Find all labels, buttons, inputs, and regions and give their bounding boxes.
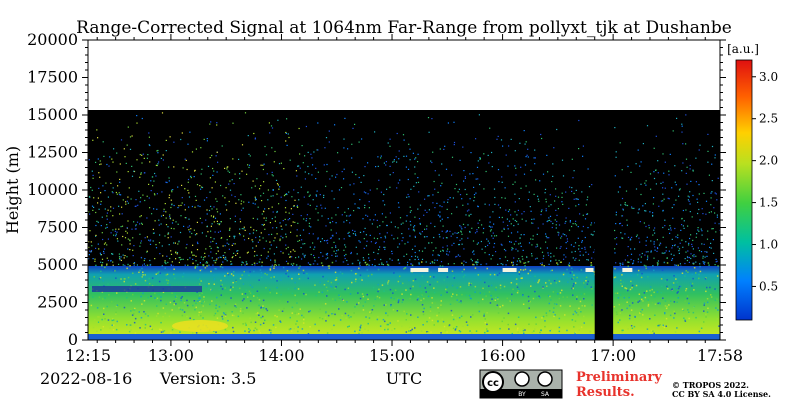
- x-tick-label: 17:58: [697, 346, 743, 365]
- data-gap: [594, 110, 614, 340]
- colorbar-tick-label: 0.5: [759, 279, 778, 293]
- badge-by: BY: [518, 391, 526, 398]
- chart-title: Range-Corrected Signal at 1064nm Far-Ran…: [76, 18, 732, 38]
- copyright-line2: CC BY SA 4.0 License.: [672, 389, 771, 399]
- y-tick-label: 0: [68, 330, 78, 349]
- preliminary-line1: Preliminary: [576, 370, 662, 385]
- y-tick-label: 10000: [27, 180, 78, 199]
- colorbar-tick-label: 3.0: [759, 70, 778, 84]
- y-tick-label: 12500: [27, 143, 78, 162]
- colorbar: [a.u.] 0.5 1.0 1.5 2.0 2.5 3.0: [727, 42, 778, 321]
- by-icon: [514, 371, 530, 387]
- footer-date: 2022-08-16: [40, 369, 132, 388]
- preliminary-line2: Results.: [576, 385, 635, 400]
- colorbar-gradient: [735, 59, 753, 321]
- colorbar-tick-label: 2.5: [759, 112, 778, 126]
- footer-version: Version: 3.5: [159, 369, 256, 388]
- x-tick-label: 14:00: [258, 346, 304, 365]
- copyright-line1: © TROPOS 2022.: [672, 380, 749, 390]
- cloud-patches: [410, 268, 633, 272]
- y-tick-label: 5000: [37, 255, 78, 274]
- x-axis: 12:15 13:00 14:00 15:00 16:00 17:00 17:58: [65, 34, 743, 365]
- near-surface-max: [172, 320, 228, 332]
- y-tick-label: 2500: [37, 293, 78, 312]
- sa-icon: [537, 371, 553, 387]
- x-tick-label: 17:00: [590, 346, 636, 365]
- badge-sa: SA: [541, 391, 550, 398]
- noise-speckles: [88, 112, 721, 267]
- y-tick-label: 20000: [27, 30, 78, 49]
- y-axis-label: Height (m): [3, 146, 22, 234]
- colorbar-unit: [a.u.]: [727, 42, 759, 56]
- colorbar-ticks: 0.5 1.0 1.5 2.0 2.5 3.0: [752, 70, 778, 293]
- plot-area: [87, 39, 721, 341]
- cc-icon: [482, 371, 504, 393]
- y-tick-label: 15000: [27, 105, 78, 124]
- aerosol-layer: [92, 286, 202, 292]
- x-tick-label: 13:00: [148, 346, 194, 365]
- colorbar-tick-label: 2.0: [759, 154, 778, 168]
- x-tick-label: 15:00: [369, 346, 415, 365]
- svg-text:cc: cc: [487, 378, 499, 389]
- colorbar-tick-label: 1.5: [759, 196, 778, 210]
- y-axis: 0 2500 5000 7500 10000 12500 15000 17500 20000: [27, 30, 726, 349]
- x-tick-label: 12:15: [65, 346, 111, 365]
- colorbar-tick-label: 1.0: [759, 238, 778, 252]
- x-tick-label: 16:00: [480, 346, 526, 365]
- y-tick-label: 17500: [27, 68, 78, 87]
- footer-xlabel: UTC: [386, 369, 422, 388]
- y-tick-label: 7500: [37, 218, 78, 237]
- cc-license-badge[interactable]: cc BY SA: [479, 369, 563, 399]
- surface-layer: [88, 334, 720, 340]
